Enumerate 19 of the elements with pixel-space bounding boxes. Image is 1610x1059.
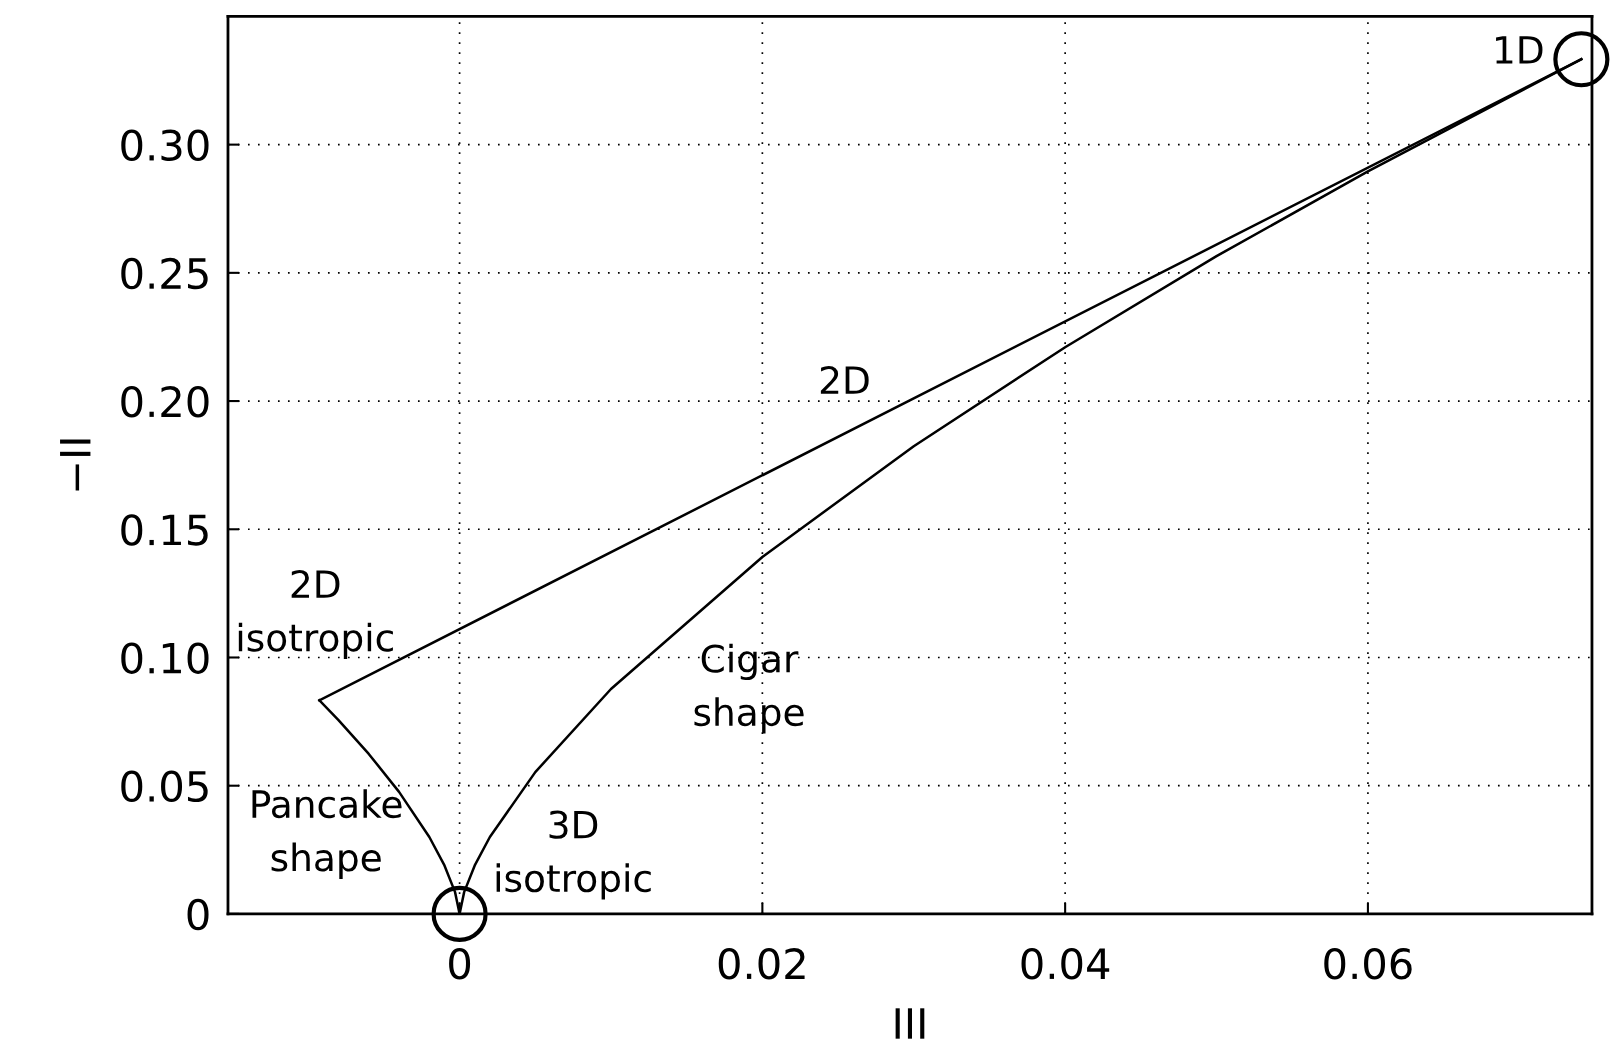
annotation: 3D isotropic: [496, 810, 651, 900]
annotation: Pancake shape: [252, 789, 402, 879]
x-tick-label: 0.06: [1324, 947, 1412, 980]
x-tick-label: 0.02: [718, 947, 805, 980]
annotation: 2D isotropic: [238, 569, 393, 659]
x-axis-title: III: [895, 1008, 925, 1039]
annotation: Cigar shape: [694, 643, 804, 734]
annotation: 1D: [1496, 36, 1543, 64]
y-tick-label: 0.20: [121, 385, 209, 418]
y-tick-label: 0.30: [121, 129, 209, 162]
y-axis-title: −II: [60, 439, 91, 491]
y-tick-label: 0: [187, 898, 209, 931]
y-tick-label: 0.10: [121, 642, 209, 674]
y-tick-label: 0.05: [121, 770, 208, 803]
y-tick-label: 0.25: [121, 257, 208, 290]
y-tick-label: 0.15: [121, 514, 208, 546]
x-tick-label: 0.04: [1021, 947, 1110, 980]
annotation: 2D: [820, 366, 869, 394]
x-tick-label: 0: [449, 947, 471, 980]
